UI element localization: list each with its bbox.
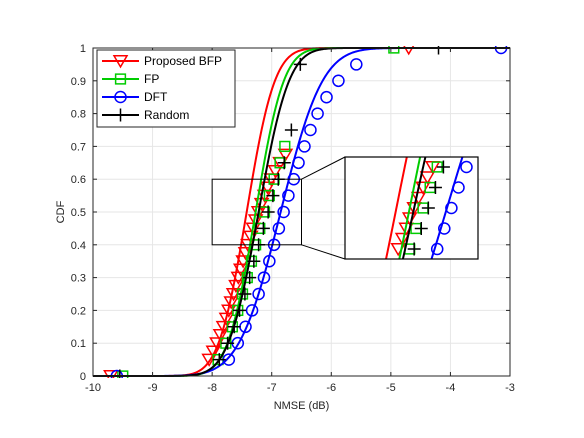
zoom-connector-top	[301, 156, 346, 180]
series-2-point-13	[292, 156, 305, 170]
axes-frame	[92, 47, 511, 377]
inset-series-2-point-12	[460, 160, 473, 174]
inset-series-3-point-11	[428, 181, 442, 194]
series-2-point-18	[332, 74, 345, 88]
series-3-point-11	[266, 189, 280, 203]
x-axis-label: NMSE (dB)	[274, 400, 330, 412]
series-2-point-5	[252, 287, 265, 301]
series-2-point-4	[245, 304, 259, 317]
series-0-point-4	[212, 329, 229, 343]
inset-plot	[344, 156, 479, 260]
series-3-point-5	[238, 287, 252, 301]
series-2-point-7	[263, 254, 276, 268]
y-tick-label-10: 1	[80, 43, 86, 55]
inset-series-group	[385, 157, 473, 259]
x-tick-label-6: -4	[446, 382, 456, 394]
series-2-point-14	[298, 140, 311, 153]
series-2-point-16	[311, 107, 324, 120]
y-tick-label-6: 0.6	[71, 174, 86, 186]
inset-series-2-point-9	[438, 222, 451, 235]
series-3-point-4	[233, 303, 247, 317]
series-2-point-9	[272, 222, 286, 235]
series-0-point-3	[209, 337, 225, 351]
inset-series-3-point-12	[436, 160, 450, 174]
y-tick-label-8: 0.8	[71, 109, 86, 121]
y-tick-label-3: 0.3	[71, 273, 86, 285]
inset-border	[344, 156, 479, 260]
series-3-point-2	[221, 336, 235, 350]
inset-series-3-point-10	[421, 201, 435, 215]
series-2-point-17	[320, 90, 333, 104]
inset-series-3-point-9	[414, 222, 428, 235]
legend-label-3: Random	[144, 108, 189, 122]
y-tick-label-7: 0.7	[71, 141, 86, 153]
x-tick-label-7: -3	[505, 382, 515, 394]
series-3-point-3	[227, 320, 241, 334]
inset-series-3-point-8	[407, 242, 421, 256]
x-tick-labels: -10 -9 -8 -7 -6 -5 -4 -3	[85, 382, 515, 394]
series-2-point-11	[282, 189, 295, 202]
series-2-point-10	[277, 205, 290, 219]
series-3-point-13	[277, 156, 291, 170]
series-3-point-15	[293, 57, 307, 71]
inset-series-0-point-16	[394, 232, 411, 247]
inset-series-0-point-21	[415, 181, 431, 195]
series-0-point-2	[205, 345, 222, 359]
legend: Proposed BFP FP DFT Random	[96, 49, 236, 128]
series-0-point-26	[277, 148, 294, 162]
y-tick-label-5: 0.5	[71, 207, 86, 219]
series-3-point-10	[261, 205, 275, 219]
x-tick-label-2: -8	[207, 382, 217, 394]
legend-marker-3	[114, 108, 127, 122]
inset-series-2-point-11	[452, 181, 465, 194]
y-axis-label: CDF	[55, 200, 67, 223]
series-3-point-9	[256, 221, 270, 235]
series-3-point-14	[284, 123, 298, 137]
x-tick-label-1: -9	[148, 382, 158, 394]
x-tick-label-4: -6	[326, 382, 336, 394]
series-3-point-7	[247, 254, 261, 268]
series-3-point-1	[212, 353, 226, 367]
inset-series-line-1	[398, 157, 422, 259]
y-tick-label-0: 0	[80, 371, 86, 383]
x-tick-label-0: -10	[85, 382, 101, 394]
series-2-point-19	[350, 58, 363, 71]
series-0-point-22	[259, 181, 276, 195]
series-2-point-15	[304, 123, 317, 137]
zoom-box	[211, 178, 302, 246]
zoom-connector-bottom	[301, 244, 346, 260]
inset-series-line-2	[430, 157, 464, 259]
y-tick-labels: 0 0.1 0.2 0.3 0.4 0.5 0.6 0.7 0.8 0.9 1	[71, 43, 86, 383]
series-0-point-5	[215, 320, 232, 335]
legend-marker-0	[112, 55, 129, 69]
legend-label-1: FP	[144, 72, 159, 86]
inset-series-line-3	[401, 157, 427, 259]
legend-marker-2	[114, 90, 127, 104]
series-1-point-14	[279, 140, 291, 153]
series-0-point-10	[228, 279, 244, 294]
legend-label-2: DFT	[144, 90, 168, 104]
legend-marker-1	[114, 73, 127, 85]
y-tick-label-9: 0.9	[71, 76, 86, 88]
x-tick-label-5: -5	[386, 382, 396, 394]
y-tick-label-1: 0.1	[71, 338, 86, 350]
legend-label-0: Proposed BFP	[144, 54, 222, 68]
inset-series-0-point-22	[419, 171, 436, 185]
series-3-point-6	[243, 271, 257, 285]
x-tick-label-3: -7	[267, 382, 277, 394]
zoom-region	[211, 156, 346, 260]
inset-series-2-point-10	[445, 201, 458, 215]
y-tick-label-2: 0.2	[71, 305, 86, 317]
inset-series-2-point-8	[430, 242, 444, 256]
series-0-point-1	[201, 353, 217, 367]
y-tick-label-4: 0.4	[71, 240, 86, 252]
series-2-point-6	[257, 271, 271, 284]
